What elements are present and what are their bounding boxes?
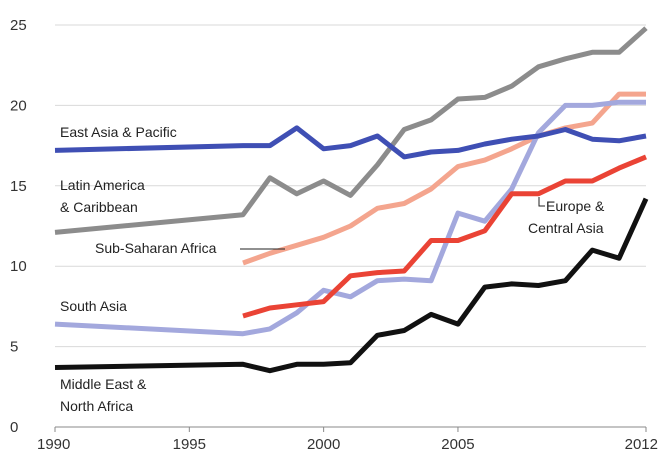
- x-tick-label-2005: 2005: [441, 436, 474, 453]
- series-line-latin-america-and-caribbean: [54, 26, 648, 235]
- x-tick-label-1990: 1990: [37, 436, 70, 453]
- label-leader-europe: [538, 197, 545, 207]
- y-tick-label-5: 5: [10, 339, 18, 356]
- label-latin-america-line1: Latin America: [60, 177, 145, 193]
- label-sub-saharan-africa: Sub-Saharan Africa: [95, 240, 217, 256]
- y-tick-label-15: 15: [10, 178, 27, 195]
- y-tick-label-25: 25: [10, 17, 27, 34]
- label-east-asia-pacific: East Asia & Pacific: [60, 124, 177, 140]
- grid-lines: [54, 24, 647, 432]
- x-tick-labels: 1990 1995 2000 2005 2012: [37, 436, 658, 453]
- series-line-east-asia-and-pacific: [54, 125, 647, 160]
- y-tick-labels: 0 5 10 15 20 25: [10, 17, 27, 436]
- label-europe-line1: Europe &: [546, 198, 605, 214]
- label-mena-line2: North Africa: [60, 398, 133, 414]
- series-labels: East Asia & Pacific Latin America & Cari…: [60, 124, 605, 414]
- y-tick-label-20: 20: [10, 97, 27, 114]
- label-mena-line1: Middle East &: [60, 376, 147, 392]
- x-tick-label-2000: 2000: [307, 436, 340, 453]
- series-lines: [54, 26, 649, 374]
- series-line-europe-and-central-asia: [242, 154, 647, 319]
- y-tick-label-0: 0: [10, 419, 18, 436]
- label-latin-america-line2: & Caribbean: [60, 199, 138, 215]
- series-line-middle-east-and-north-africa: [54, 197, 649, 374]
- series-line-south-asia: [54, 99, 646, 337]
- label-south-asia: South Asia: [60, 298, 127, 314]
- series-line-sub-saharan-africa: [242, 91, 646, 266]
- label-europe-line2: Central Asia: [528, 220, 604, 236]
- x-tick-label-1995: 1995: [173, 436, 206, 453]
- x-tick-label-2012: 2012: [625, 436, 658, 453]
- y-tick-label-10: 10: [10, 258, 27, 275]
